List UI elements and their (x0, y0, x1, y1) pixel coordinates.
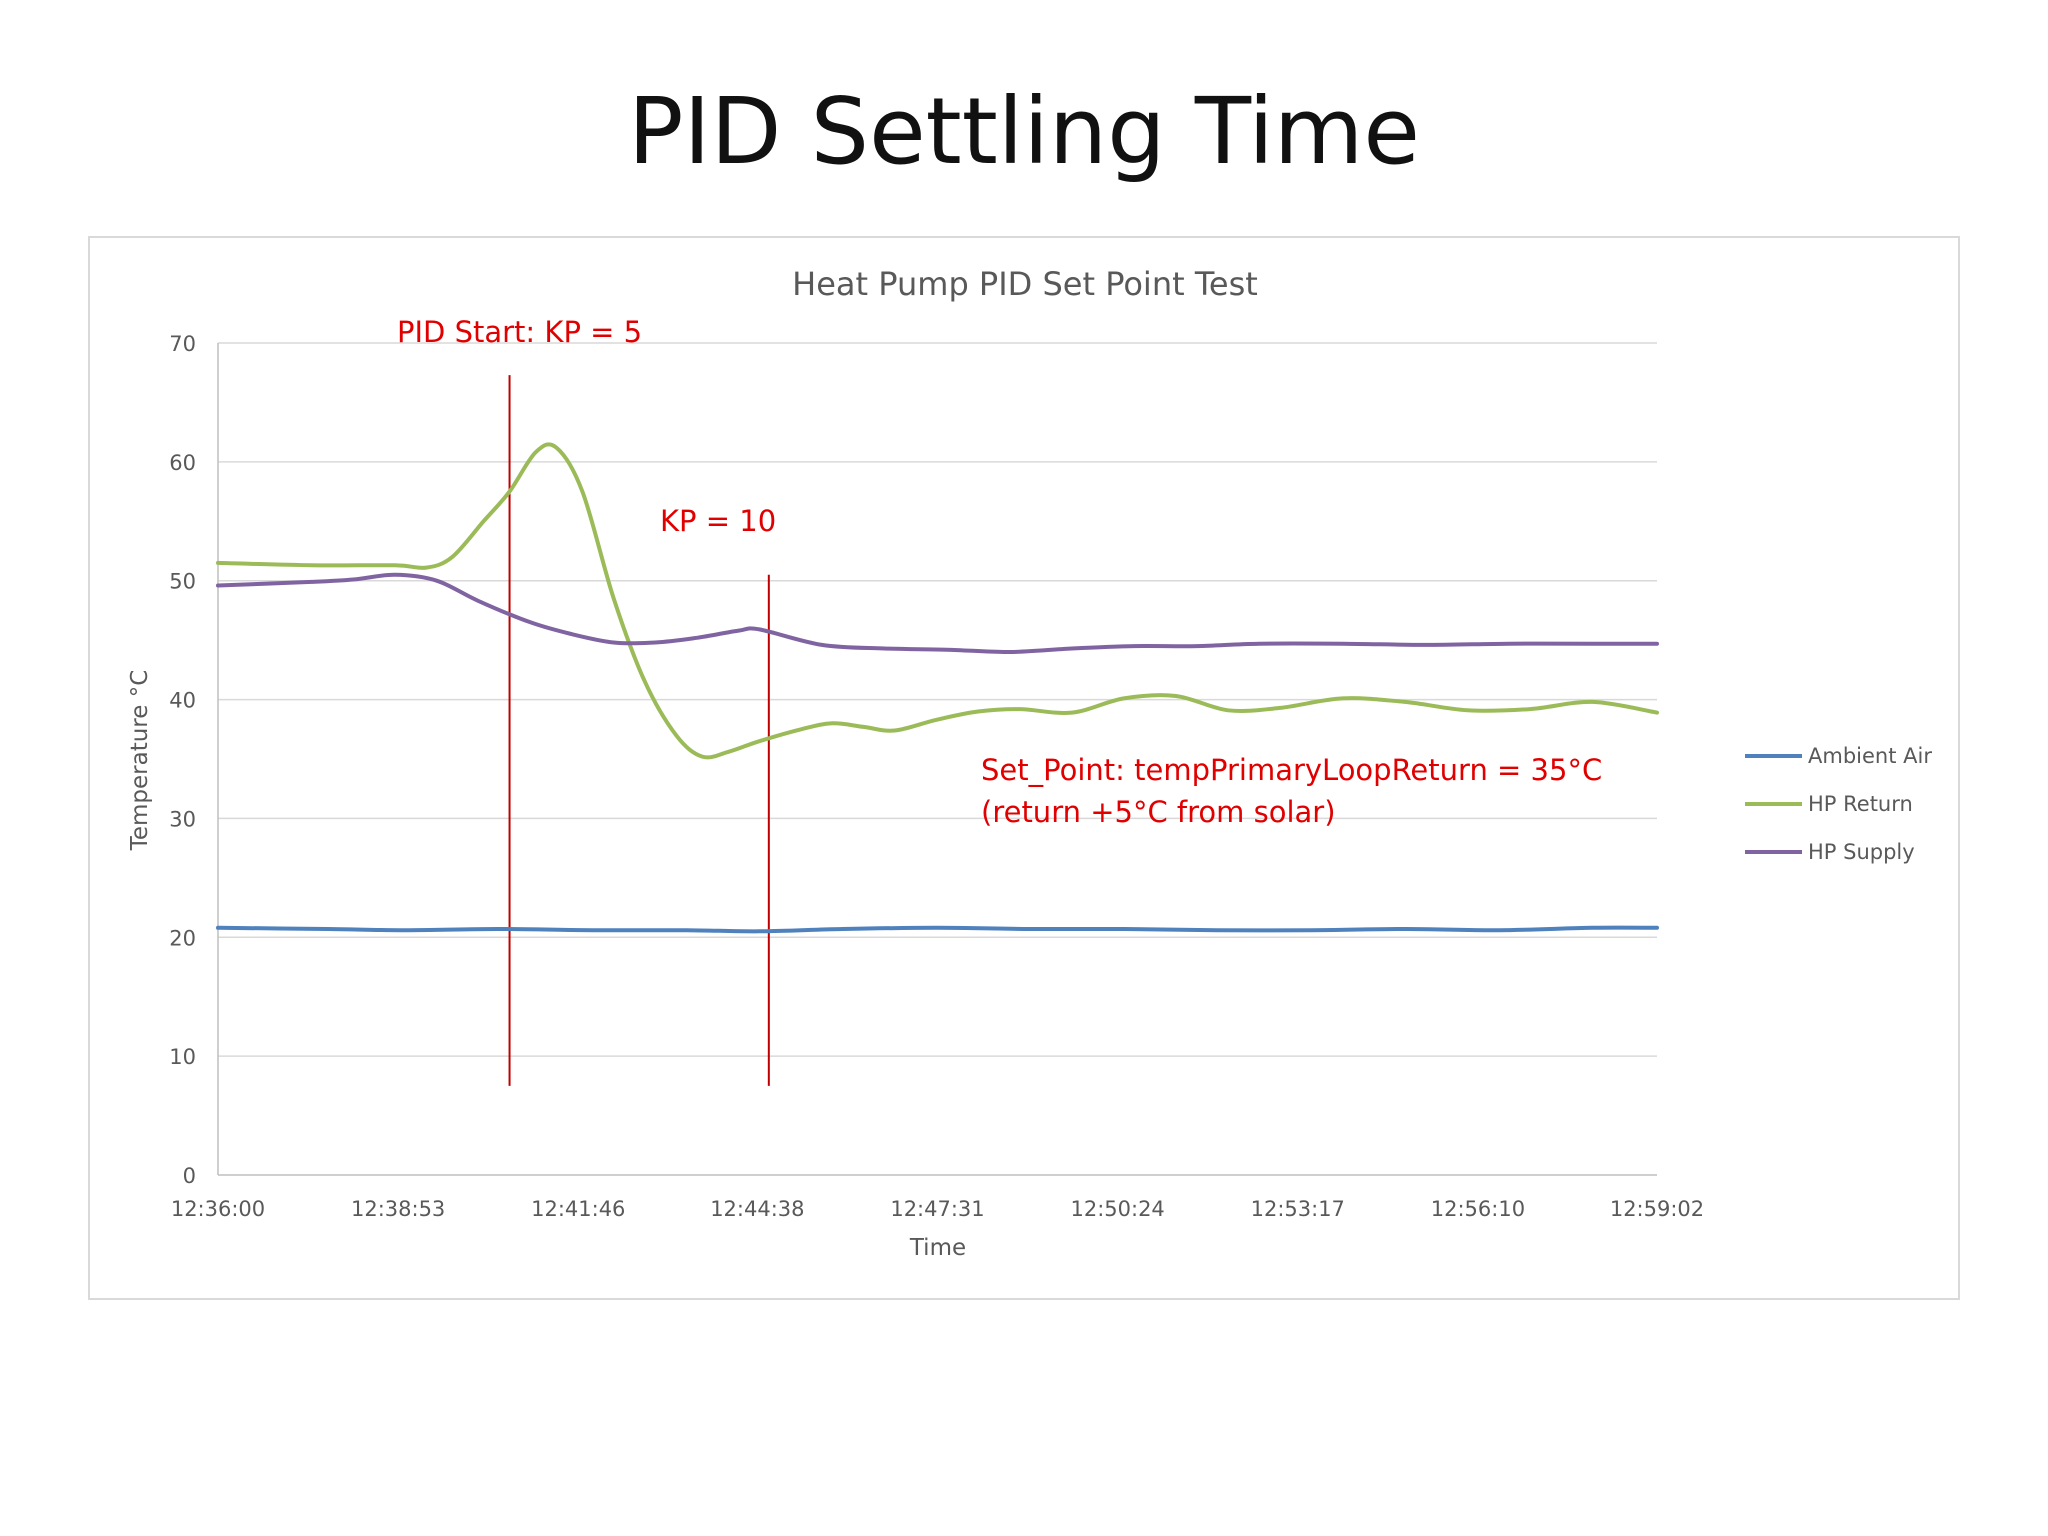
slide-title: PID Settling Time (627, 78, 1421, 185)
x-tick-label: 12:53:17 (1251, 1197, 1345, 1221)
y-tick-label: 0 (183, 1164, 196, 1188)
axes (217, 343, 1657, 1176)
annotation-text: Set_Point: tempPrimaryLoopReturn = 35°C (981, 753, 1602, 787)
line-chart: 0 10 20 30 40 50 60 70 12:36:00 12:38:53 12:41:46… (127, 265, 1932, 1261)
series-line-ambient-air (216, 925, 1659, 934)
annotation-texts: PID Start: KP = 5 KP = 10 Set_Point: tempP… (397, 315, 1602, 829)
x-tick-label: 12:44:38 (710, 1197, 804, 1221)
x-tick-label: 12:56:10 (1431, 1197, 1525, 1221)
annotation-text: KP = 10 (660, 504, 776, 538)
x-tick-label: 12:36:00 (171, 1197, 265, 1221)
annotation-text: (return +5°C from solar) (981, 795, 1336, 829)
series-line-hp-return (216, 442, 1659, 760)
x-axis-title: Time (909, 1235, 966, 1261)
gridlines (218, 342, 1657, 1057)
annotation-text: PID Start: KP = 5 (397, 315, 642, 349)
legend-label-hp-supply: HP Supply (1808, 840, 1915, 864)
y-tick-label: 10 (169, 1045, 196, 1069)
chart-title: Heat Pump PID Set Point Test (792, 265, 1258, 303)
legend-label-ambient-air: Ambient Air (1808, 744, 1932, 768)
series-lines (216, 442, 1659, 934)
chart-frame: 0 10 20 30 40 50 60 70 12:36:00 12:38:53 12:41:46… (88, 236, 1960, 1300)
y-tick-label: 30 (169, 807, 196, 831)
legend-label-hp-return: HP Return (1808, 792, 1913, 816)
y-tick-labels: 0 10 20 30 40 50 60 70 (169, 332, 196, 1188)
x-tick-label: 12:59:02 (1610, 1197, 1704, 1221)
series-line-hp-supply (216, 572, 1659, 655)
legend: Ambient Air HP Return HP Supply (1745, 744, 1932, 864)
x-tick-labels: 12:36:00 12:38:53 12:41:46 12:44:38 12:47:31… (171, 1197, 1704, 1221)
y-tick-label: 50 (169, 570, 196, 594)
y-tick-label: 70 (169, 332, 196, 356)
y-tick-label: 20 (169, 926, 196, 950)
x-tick-label: 12:50:24 (1070, 1197, 1164, 1221)
x-tick-label: 12:41:46 (531, 1197, 625, 1221)
annotation-lines (508, 375, 770, 1086)
y-axis-title: Temperature °C (127, 670, 153, 852)
y-tick-label: 60 (169, 451, 196, 475)
x-tick-label: 12:38:53 (351, 1197, 445, 1221)
y-tick-label: 40 (169, 689, 196, 713)
x-tick-label: 12:47:31 (890, 1197, 984, 1221)
